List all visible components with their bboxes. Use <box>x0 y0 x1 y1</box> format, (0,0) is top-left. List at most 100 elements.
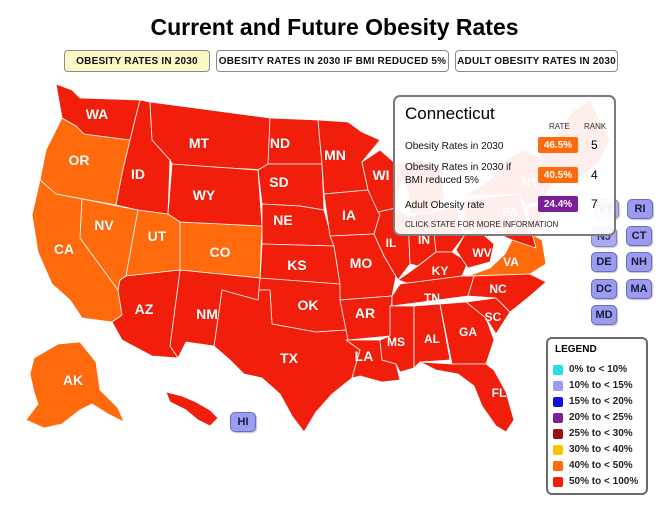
state-label-ms[interactable]: MS <box>387 335 405 349</box>
state-label-az[interactable]: AZ <box>134 301 154 317</box>
legend-label: 50% to < 100% <box>569 476 639 487</box>
tooltip-row-rank: 7 <box>591 197 598 211</box>
legend-swatch <box>553 476 563 487</box>
state-label-tx[interactable]: TX <box>280 350 298 366</box>
tooltip-row-value: 40.5% <box>538 167 578 183</box>
legend-title: LEGEND <box>555 344 597 355</box>
state-label-mt[interactable]: MT <box>188 135 210 151</box>
state-label-tn[interactable]: TN <box>424 291 440 305</box>
legend-item: 20% to < 25% <box>553 411 633 424</box>
legend-label: 10% to < 15% <box>569 380 633 391</box>
legend-label: 15% to < 20% <box>569 396 633 407</box>
state-label-co[interactable]: CO <box>209 244 231 260</box>
state-label-wy[interactable]: WY <box>192 187 216 203</box>
state-label-ca[interactable]: CA <box>53 241 75 257</box>
state-label-nv[interactable]: NV <box>94 217 114 233</box>
state-label-ky[interactable]: KY <box>431 264 449 278</box>
legend-swatch <box>553 460 563 471</box>
state-button-ri[interactable]: RI <box>627 199 653 219</box>
state-shape-nc[interactable] <box>467 273 547 313</box>
legend-label: 40% to < 50% <box>569 460 633 471</box>
state-shape-ak[interactable] <box>25 341 125 429</box>
state-label-ar[interactable]: AR <box>354 305 376 321</box>
tooltip-state-name: Connecticut <box>405 104 495 123</box>
legend-swatch <box>553 380 563 391</box>
state-label-wa[interactable]: WA <box>85 106 109 122</box>
state-label-ok[interactable]: OK <box>297 297 319 313</box>
tab-adult-obesity-rates-2030[interactable]: ADULT OBESITY RATES IN 2030 <box>455 50 618 72</box>
legend-item: 10% to < 15% <box>553 379 633 392</box>
tooltip-row-value: 24.4% <box>538 196 578 212</box>
legend-label: 20% to < 25% <box>569 412 633 423</box>
legend-item: 25% to < 30% <box>553 427 633 440</box>
state-info-tooltip: Connecticut RATE RANK Obesity Rates in 2… <box>393 95 616 236</box>
state-label-in[interactable]: IN <box>418 233 430 247</box>
tab-obesity-rates-2030-bmi-reduced[interactable]: OBESITY RATES IN 2030 IF BMI REDUCED 5% <box>216 50 449 72</box>
state-label-nc[interactable]: NC <box>489 282 507 296</box>
legend-label: 25% to < 30% <box>569 428 633 439</box>
tab-obesity-rates-2030[interactable]: OBESITY RATES IN 2030 <box>64 50 210 72</box>
tooltip-row-value: 46.5% <box>538 137 578 153</box>
state-label-mn[interactable]: MN <box>324 147 346 163</box>
legend-swatch <box>553 428 563 439</box>
state-shape-sc[interactable] <box>465 297 511 335</box>
legend: LEGEND 0% to < 10% 10% to < 15% 15% to <… <box>546 337 648 495</box>
legend-item: 30% to < 40% <box>553 443 633 456</box>
state-label-or[interactable]: OR <box>68 152 90 168</box>
legend-swatch <box>553 444 563 455</box>
state-shape-hi[interactable] <box>165 391 219 427</box>
tooltip-rate-header: RATE <box>549 122 570 131</box>
state-label-nm[interactable]: NM <box>196 306 218 322</box>
state-button-nh[interactable]: NH <box>626 252 652 272</box>
state-label-ne[interactable]: NE <box>273 212 293 228</box>
state-button-ma[interactable]: MA <box>626 279 652 299</box>
state-shape-sd[interactable] <box>257 163 325 211</box>
state-label-la[interactable]: LA <box>354 348 374 364</box>
state-label-sc[interactable]: SC <box>484 310 502 324</box>
legend-swatch <box>553 412 563 423</box>
state-shape-al[interactable] <box>413 303 451 369</box>
tooltip-row-label: Adult Obesity rate <box>405 200 485 211</box>
state-shape-wy[interactable] <box>167 163 263 227</box>
state-label-ut[interactable]: UT <box>147 228 167 244</box>
legend-item: 15% to < 20% <box>553 395 633 408</box>
tooltip-rank-header: RANK <box>584 122 607 131</box>
legend-label: 0% to < 10% <box>569 364 628 375</box>
state-shape-fl[interactable] <box>419 361 515 433</box>
legend-item: 40% to < 50% <box>553 459 633 472</box>
legend-label: 30% to < 40% <box>569 444 633 455</box>
state-button-dc[interactable]: DC <box>591 279 617 299</box>
state-label-nd[interactable]: ND <box>269 135 291 151</box>
state-label-ks[interactable]: KS <box>287 257 307 273</box>
state-label-il[interactable]: IL <box>385 236 397 250</box>
tooltip-row-rank: 5 <box>591 138 598 152</box>
tooltip-footer: CLICK STATE FOR MORE INFORMATION <box>405 220 559 229</box>
state-label-wi[interactable]: WI <box>372 167 390 183</box>
legend-swatch <box>553 364 563 375</box>
tooltip-row-label: Obesity Rates in 2030 <box>405 141 504 152</box>
state-button-ct[interactable]: CT <box>626 226 652 246</box>
state-label-al[interactable]: AL <box>424 332 440 346</box>
state-shape-az[interactable] <box>111 269 181 359</box>
state-shape-tx[interactable] <box>213 289 361 433</box>
state-label-id[interactable]: ID <box>131 166 145 182</box>
state-label-ga[interactable]: GA <box>459 325 477 339</box>
state-label-mo[interactable]: MO <box>349 255 373 271</box>
state-label-va[interactable]: VA <box>503 255 519 269</box>
state-shape-ar[interactable] <box>339 295 393 341</box>
state-button-md[interactable]: MD <box>591 305 617 325</box>
state-button-de[interactable]: DE <box>591 252 617 272</box>
tooltip-row-rank: 4 <box>591 168 598 182</box>
legend-item: 50% to < 100% <box>553 475 638 488</box>
state-button-hi[interactable]: HI <box>230 412 256 432</box>
state-label-ak[interactable]: AK <box>62 372 84 388</box>
state-shape-wv[interactable] <box>455 229 495 269</box>
legend-item: 0% to < 10% <box>553 363 627 376</box>
page-title: Current and Future Obesity Rates <box>150 14 519 40</box>
state-label-wv[interactable]: WV <box>472 246 492 260</box>
legend-swatch <box>553 396 563 407</box>
state-label-sd[interactable]: SD <box>269 174 289 190</box>
state-label-ia[interactable]: IA <box>342 207 356 223</box>
state-label-fl[interactable]: FL <box>491 386 507 400</box>
